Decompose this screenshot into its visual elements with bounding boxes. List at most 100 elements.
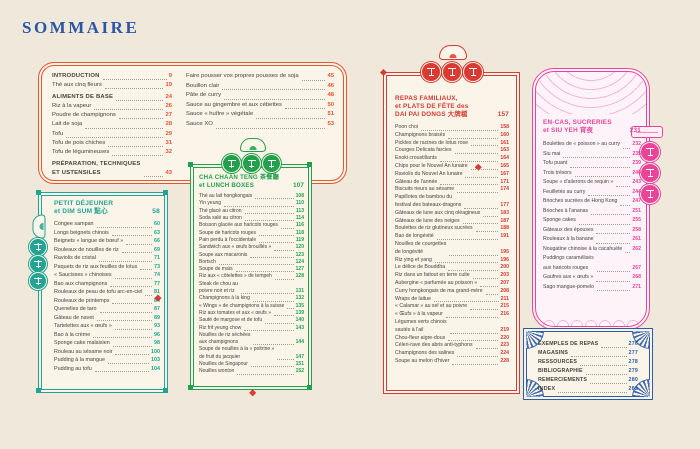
entry-page: 276 [628,341,638,347]
box-title-page: 107 [293,181,304,189]
entry-page: 223 [500,342,509,349]
entry-label: INTRODUCTION [52,73,100,79]
entry-label: Brioches à l'ananas [543,207,589,214]
dot-leader [112,303,152,304]
toc-entry: Poudre de champignons 27 [52,111,172,120]
dot-leader [121,252,152,253]
dot-leader [470,145,499,147]
entry-page: 167 [500,170,509,177]
toc-entry: Sauce au gingembre et aux cébettes 50 [186,101,334,111]
toc-entry: Sauce XO 53 [186,120,334,130]
entry-page: 183 [500,209,509,216]
toc-entry: « Calamar » au sel et au poivre 215 [395,303,509,311]
dot-leader [483,215,499,217]
box-title-page: 157 [497,111,509,118]
toc-entry: Légumes verts chinois sautés à l'ail 219 [395,319,509,335]
entry-page: 220 [500,334,509,341]
toc-entry: EXEMPLES DE REPAS 276 [538,340,638,349]
toc-entry: Rouleaux de nouilles de riz 69 [54,246,160,255]
entry-label: Soda salé au citron [199,215,242,222]
entry-label: Poon choi [395,124,419,130]
entry-label: Pâte de curry [186,92,222,99]
entry-page: 164 [500,155,509,162]
toc-entry: Soupe au melon d'hiver 228 [395,358,509,366]
annexes-box: EXEMPLES DE REPAS 276 MAGASINS 277 RESSO… [523,328,653,400]
entry-page: 132 [295,295,304,302]
entry-page: 74 [154,272,160,278]
entry-label: Céleri-rave des abris anti-typhons [395,342,473,349]
entry-label: Trois trésors [543,169,572,176]
entry-page: 244 [632,188,641,195]
repas-box-title: REPAS FAMILIAUX, et PLATS DE FÊTE des DA… [395,95,509,119]
arch-ornament [536,72,646,114]
toc-entry: Trois trésors 240 [543,169,641,179]
toc-entry: Riz aux « côtelettes » de tempeh 128 [199,273,304,280]
toc-entry: Poon choi 158 [395,124,509,132]
toc-entry: Pain perdu à l'occidentale 119 [199,237,304,244]
dot-leader [265,322,294,324]
dot-leader [597,290,631,291]
entry-page: 24 [165,94,172,101]
entry-page: 28 [165,121,172,128]
dot-leader [274,278,294,280]
seal-icon [464,63,482,81]
seal-icon [30,239,46,255]
repas-box: REPAS FAMILIAUX, et PLATS DE FÊTE des DA… [379,45,520,394]
toc-entry: Pudding à la mangue 103 [54,356,160,365]
dot-leader [99,311,152,313]
dot-leader [96,226,152,228]
dot-leader [256,117,326,119]
toc-entry: Rouleaux de peau de tofu arc-en-ciel 81 [54,288,160,297]
entry-label: Bortsch [199,258,216,265]
entry-page: 196 [500,256,509,263]
dot-leader [114,277,152,279]
entry-page: 66 [154,238,160,244]
entry-page: 243 [632,179,641,185]
toc-entry: Pâte de curry 48 [186,91,334,101]
toc-entry: Tartelettes aux « œufs » 93 [54,322,160,331]
toc-entry: INDEX 282 [538,385,638,394]
entry-label: Tofu de pois chiches [52,139,106,146]
entry-label: Puddings caramélisés aux haricots rouges [543,255,594,271]
entry-page: 124 [295,258,304,265]
toc-entry: Tofu de pois chiches 31 [52,139,172,148]
dot-leader [287,307,294,309]
basics-col-1: INTRODUCTION 9 Thé aux cinq fleurs 19 AL… [52,72,172,178]
entry-label: Soupe au melon d'hiver [395,357,450,364]
entry-label: Tartelettes aux « œufs » [54,323,112,329]
toc-entry: Champignons braisés 160 [395,132,509,140]
entry-label: Papillotes de bambou du festival des bat… [395,194,462,208]
dot-leader [620,204,631,206]
entry-label: Gâteaux de lune des neiges [395,217,460,224]
dot-leader [140,269,152,270]
entry-page: 96 [154,331,160,338]
toc-entry: Soupe de nouilles à la « poitrine » de f… [199,346,304,361]
entry-page: 191 [500,233,509,240]
toc-entry: Quenelles de taro 87 [54,305,160,314]
entry-page: 31 [165,139,172,146]
entry-page: 50 [327,101,334,108]
entry-label: Boisson glacée aux haricots rouges [199,222,278,229]
entry-page: 158 [500,124,509,130]
dot-leader [93,337,152,338]
entry-page: 160 [500,131,509,138]
entry-page: 51 [327,111,334,118]
corner-gem [188,162,193,167]
entry-page: 32 [165,148,172,155]
toc-entry: Puddings caramélisés aux haricots rouges… [543,254,641,273]
dot-leader [574,176,631,177]
encas-box-title: EN-CAS, SUCRERIES et SIU YEH 宵夜 231 [543,119,641,135]
dot-leader [457,192,499,194]
entry-label: Beignets « langue de bœuf » [54,238,124,244]
entry-label: Bao à la crème [54,331,91,338]
dot-leader [475,231,499,233]
toc-entry: Biscuits rieurs au sésame 174 [395,186,509,194]
dimsum-box-title: PETIT DÉJEUNER et DIM SUM 點心 58 [54,200,160,216]
entry-label: Boulettes de « poisson » au curry [543,141,620,147]
entry-label: INDEX [538,386,556,392]
dot-leader [98,260,152,262]
entry-label: Chips pour le Nouvel An lunaire [395,162,468,169]
dot-leader [250,366,294,368]
dot-leader [250,256,294,258]
entry-page: 143 [295,324,304,331]
